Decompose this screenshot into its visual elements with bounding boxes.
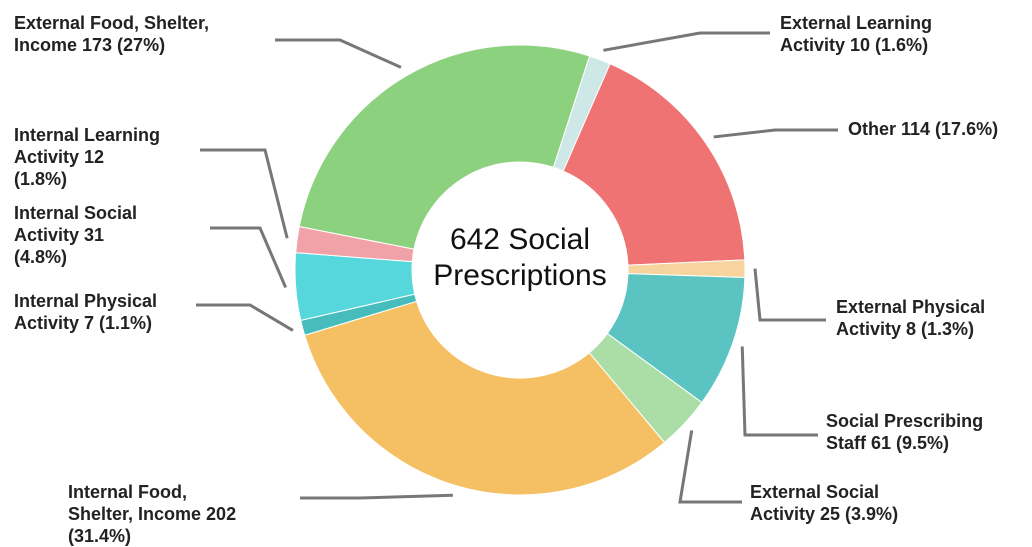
center-label-line-1: 642 Social: [449, 223, 591, 256]
leader-line-internal-physical-activity: [196, 303, 294, 332]
label-internal-learning-activity: Internal Learning Activity 12 (1.8%): [14, 125, 161, 189]
label-other: Other 114 (17.6%): [848, 119, 999, 139]
leader-line-external-physical-activity: [753, 268, 826, 322]
slice-external-food-shelter-income: [298, 44, 591, 250]
label-external-food-shelter-income: External Food, Shelter, Income 173 (27%): [14, 13, 210, 55]
slice-internal-food-shelter-income: [304, 300, 666, 496]
label-internal-food-shelter-income: Internal Food, Shelter, Income 202 (31.4…: [68, 482, 237, 546]
label-social-prescribing-staff: Social Prescribing Staff 61 (9.5%): [826, 411, 984, 453]
leader-line-internal-food-shelter-income: [300, 493, 453, 500]
label-external-social-activity: External Social Activity 25 (3.9%): [750, 482, 899, 524]
label-internal-physical-activity: Internal Physical Activity 7 (1.1%): [14, 291, 158, 333]
leader-line-other: [713, 128, 838, 139]
leader-line-external-food-shelter-income: [275, 38, 402, 69]
leader-line-external-learning-activity: [603, 31, 770, 52]
leader-line-internal-learning-activity: [200, 148, 289, 239]
center-label: 642 Social Prescriptions: [405, 222, 635, 294]
donut-slices: [294, 44, 746, 496]
leader-lines: [196, 31, 838, 504]
leader-line-external-social-activity: [678, 430, 742, 504]
center-label-line-2: Prescriptions: [433, 259, 607, 292]
label-external-learning-activity: External Learning Activity 10 (1.6%): [780, 13, 933, 55]
label-internal-social-activity: Internal Social Activity 31 (4.8%): [14, 203, 138, 267]
leader-line-social-prescribing-staff: [740, 346, 818, 437]
slice-other: [562, 63, 746, 266]
leader-line-internal-social-activity: [210, 226, 288, 289]
label-external-physical-activity: External Physical Activity 8 (1.3%): [836, 297, 986, 339]
